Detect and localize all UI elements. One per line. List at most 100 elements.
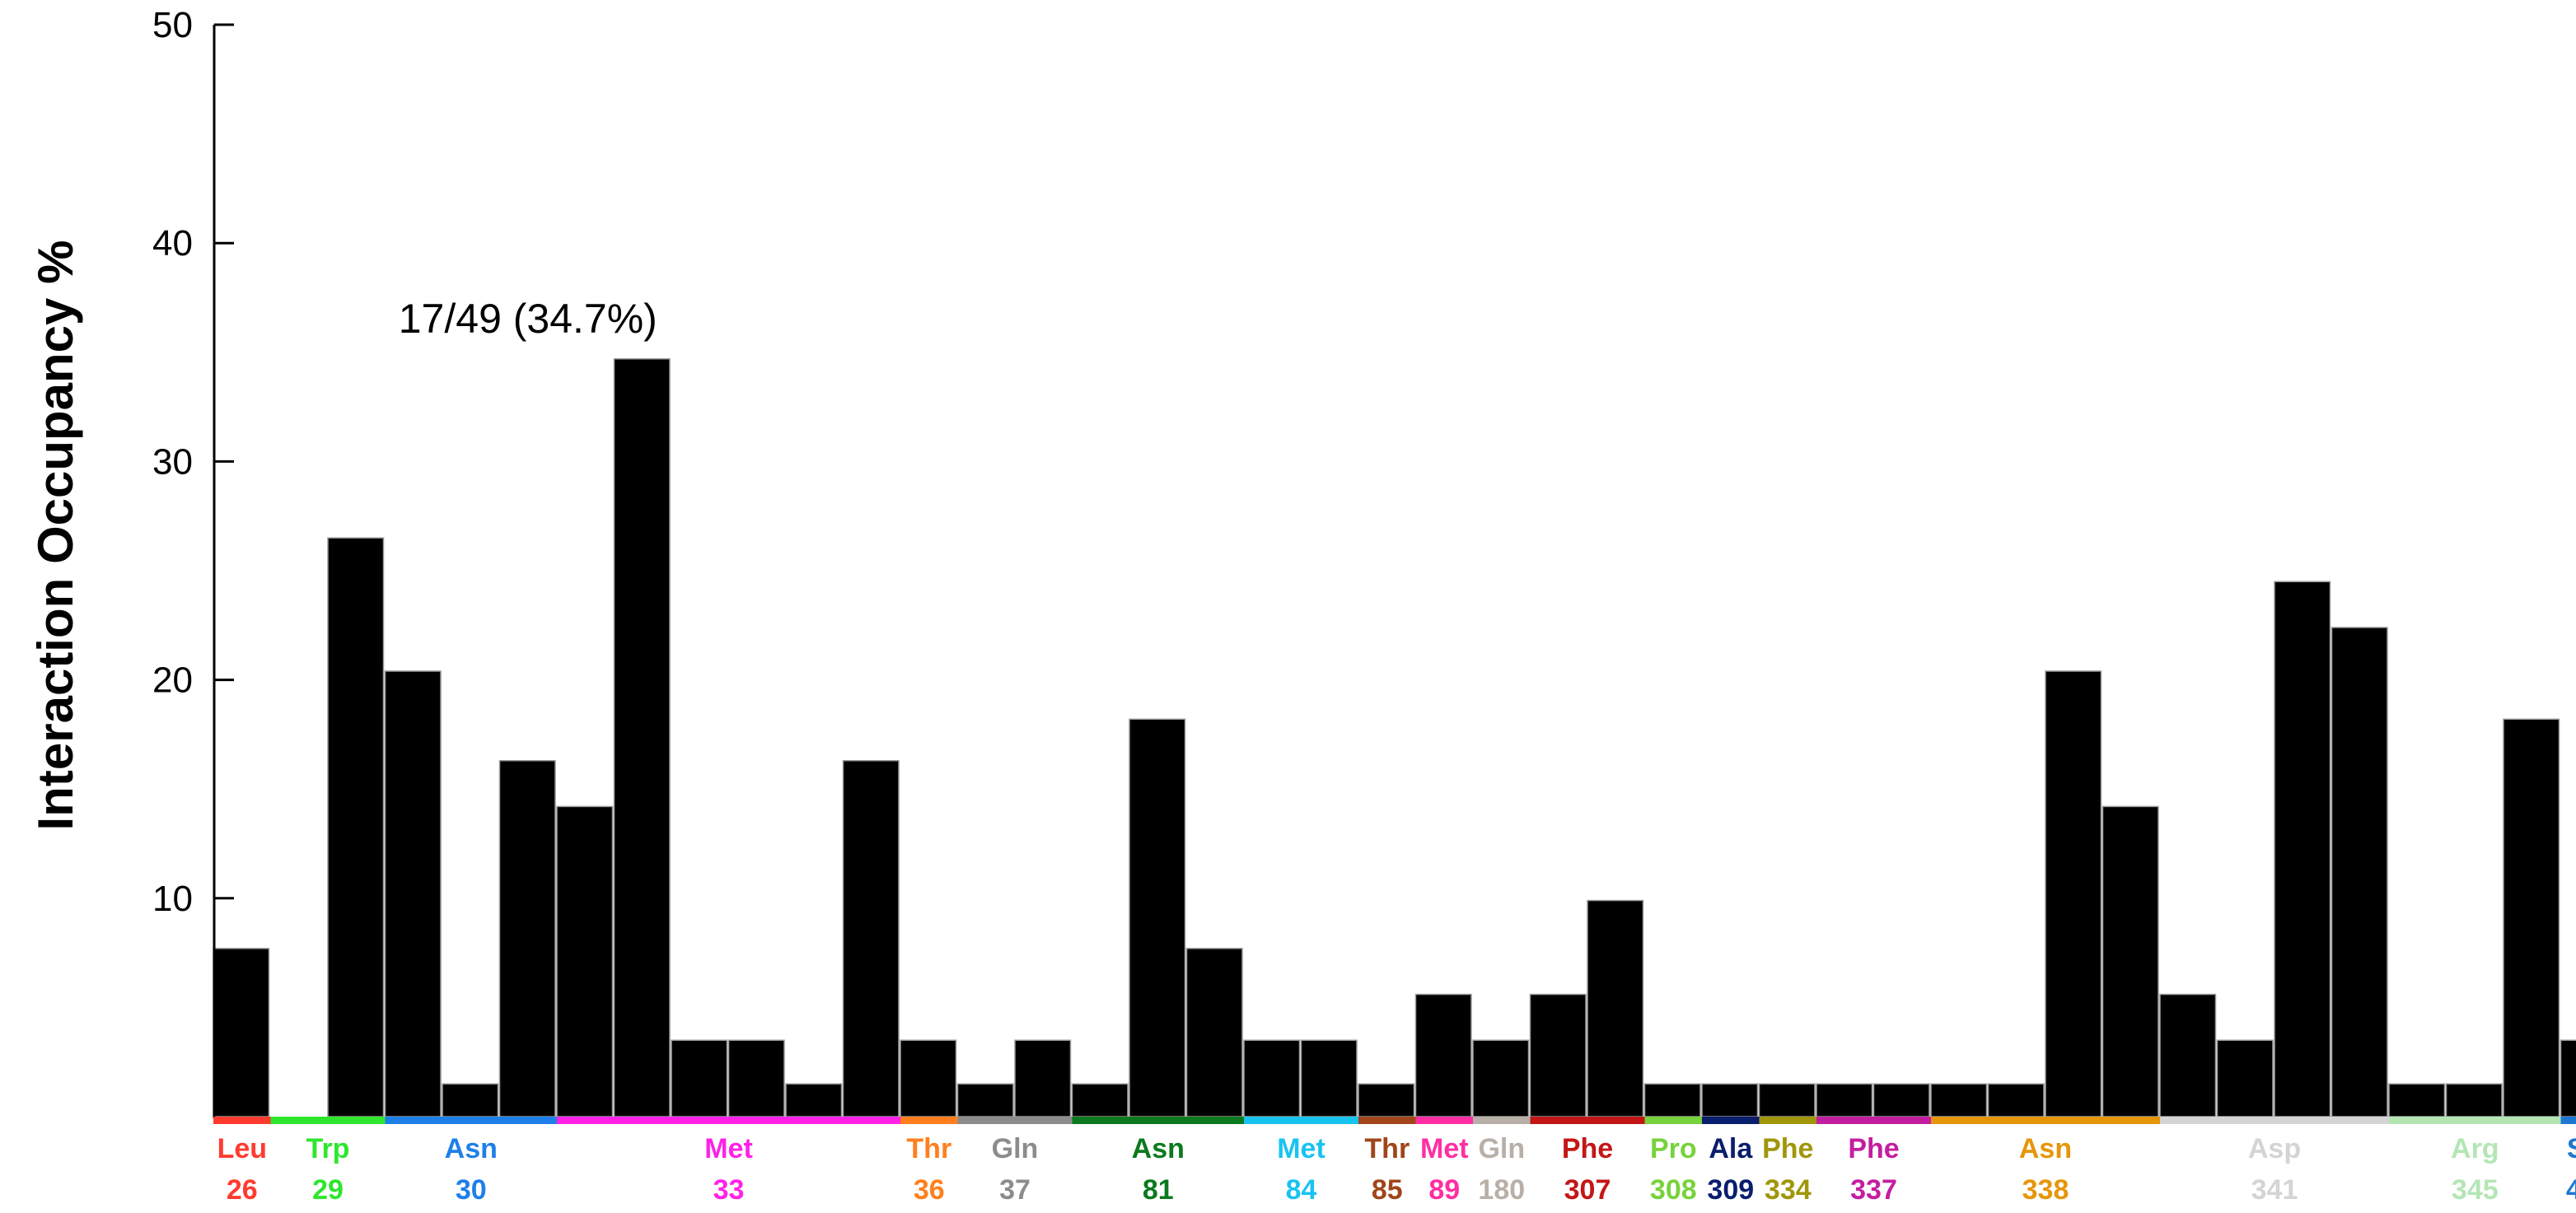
y-tick-label: 10 — [152, 879, 193, 919]
bar — [1300, 1039, 1358, 1117]
bar — [1414, 993, 1472, 1117]
residue-name-label: Phe — [1848, 1133, 1899, 1164]
residue-name-label: Asn — [2019, 1133, 2072, 1164]
bars-group — [213, 358, 2576, 1117]
residue-segment — [900, 1117, 958, 1124]
bar — [1358, 1083, 1415, 1117]
residue-segment — [1702, 1117, 1760, 1124]
residue-segment — [2560, 1117, 2576, 1124]
bar — [2101, 805, 2159, 1117]
residue-name-label: Ser — [2567, 1133, 2576, 1164]
residue-name-label: Gln — [992, 1133, 1039, 1164]
residue-number-label: 30 — [456, 1174, 487, 1206]
bar — [1930, 1083, 1988, 1117]
bar — [1529, 993, 1587, 1117]
residue-number-label: 334 — [1765, 1174, 1812, 1206]
bar — [2331, 627, 2388, 1117]
bar — [727, 1039, 785, 1117]
residue-number-label: 338 — [2022, 1174, 2069, 1206]
y-axis-title: Interaction Occupancy % — [28, 240, 83, 831]
residue-segment — [1244, 1117, 1358, 1124]
max-bar-annotation: 17/49 (34.7%) — [399, 296, 657, 342]
residue-name-label: Asn — [445, 1133, 498, 1164]
bar — [1816, 1083, 1873, 1117]
residue-number-label: 449 — [2566, 1174, 2576, 1206]
residue-segment — [2160, 1117, 2389, 1124]
residue-name-label: Thr — [1364, 1133, 1410, 1164]
bar — [1472, 1039, 1530, 1117]
residue-number-label: 341 — [2251, 1174, 2298, 1206]
bar — [785, 1083, 843, 1117]
residue-name-label: Arg — [2451, 1133, 2499, 1164]
residue-number-label: 85 — [1372, 1174, 1403, 1206]
bar — [213, 948, 270, 1117]
y-tick-label: 30 — [152, 441, 193, 482]
bar — [1643, 1083, 1701, 1117]
residue-number-label: 345 — [2452, 1174, 2499, 1206]
residue-segment — [1415, 1117, 1473, 1124]
residue-segment — [1530, 1117, 1645, 1124]
bar — [442, 1083, 499, 1117]
residue-segment — [557, 1117, 900, 1124]
bar — [671, 1039, 728, 1117]
y-tick-label: 50 — [152, 5, 193, 45]
bar — [1129, 718, 1186, 1117]
bar — [842, 759, 900, 1117]
bar — [900, 1039, 957, 1117]
residue-segment — [270, 1117, 386, 1124]
residue-name-label: Pro — [1650, 1133, 1697, 1164]
bar — [2045, 670, 2102, 1117]
residue-name-label: Asp — [2248, 1133, 2301, 1164]
bar — [1014, 1039, 1072, 1117]
residue-name-label: Gln — [1478, 1133, 1525, 1164]
bar — [1987, 1083, 2045, 1117]
residue-name-label: Leu — [217, 1133, 267, 1164]
bar — [2560, 1039, 2576, 1117]
residue-segment — [957, 1117, 1073, 1124]
bar — [1071, 1083, 1129, 1117]
bar — [2159, 993, 2217, 1117]
residue-number-label: 84 — [1286, 1174, 1317, 1206]
residue-number-label: 33 — [713, 1174, 745, 1206]
residue-number-label: 337 — [1850, 1174, 1897, 1206]
bar — [2274, 581, 2331, 1117]
residue-name-label: Phe — [1562, 1133, 1613, 1164]
residue-segment — [2389, 1117, 2561, 1124]
residue-name-label: Phe — [1762, 1133, 1813, 1164]
residue-color-bars — [213, 1117, 2576, 1124]
residue-number-label: 307 — [1564, 1174, 1611, 1206]
bar — [2388, 1083, 2446, 1117]
bar — [1758, 1083, 1816, 1117]
bar — [384, 670, 442, 1117]
y-tick-label: 20 — [152, 660, 193, 701]
bar — [613, 358, 671, 1117]
bar — [1872, 1083, 1930, 1117]
bar — [327, 537, 385, 1117]
bar — [1587, 899, 1644, 1117]
bar — [2216, 1039, 2274, 1117]
bar — [1185, 948, 1243, 1117]
residue-labels: Leu 26 Trp 29 Asn 30 Met 33 Thr 36 Gln 37 Asn 81 Met 84… — [217, 1133, 2576, 1206]
residue-segment — [1072, 1117, 1244, 1124]
residue-segment — [1931, 1117, 2160, 1124]
bar — [498, 759, 556, 1117]
residue-segment — [1644, 1117, 1702, 1124]
residue-number-label: 26 — [227, 1174, 258, 1206]
residue-number-label: 180 — [1478, 1174, 1525, 1206]
bar — [1243, 1039, 1301, 1117]
bar — [556, 805, 614, 1117]
residue-name-label: Met — [704, 1133, 753, 1164]
residue-segment — [1473, 1117, 1531, 1124]
residue-number-label: 81 — [1143, 1174, 1174, 1206]
residue-name-label: Met — [1420, 1133, 1469, 1164]
residue-name-label: Trp — [306, 1133, 350, 1164]
residue-number-label: 309 — [1707, 1174, 1754, 1206]
residue-segment — [1358, 1117, 1416, 1124]
bar — [2445, 1083, 2503, 1117]
residue-segment — [1759, 1117, 1816, 1124]
residue-number-label: 29 — [312, 1174, 344, 1206]
residue-segment — [1816, 1117, 1931, 1124]
residue-number-label: 36 — [914, 1174, 945, 1206]
residue-name-label: Met — [1277, 1133, 1325, 1164]
